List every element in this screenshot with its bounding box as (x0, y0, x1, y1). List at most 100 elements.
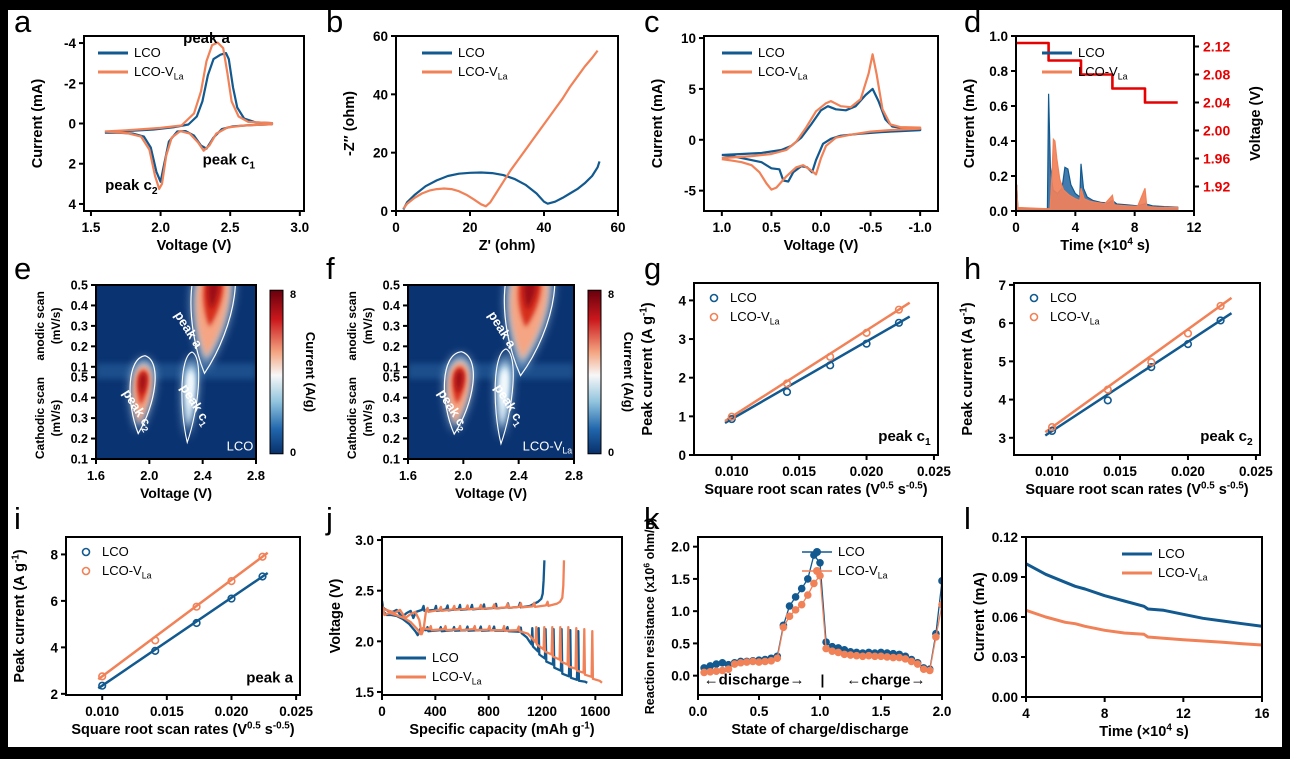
legend: LCO LCO-VLa (802, 544, 888, 580)
series-LCO (1026, 562, 1262, 628)
svg-text:1200: 1200 (527, 704, 557, 719)
svg-text:2: 2 (68, 157, 76, 172)
svg-text:LCO: LCO (1158, 546, 1185, 561)
svg-text:2: 2 (678, 371, 686, 386)
svg-text:0.025: 0.025 (279, 704, 313, 719)
svg-text:4: 4 (1022, 706, 1030, 721)
svg-text:LCO-VLa: LCO-VLa (730, 309, 780, 326)
figure-canvas: a 1.5 2.0 2.5 3.0 -4 -2 0 2 4 Voltage (V) Current (… (8, 10, 1282, 747)
svg-text:2.5: 2.5 (221, 220, 240, 235)
svg-text:0: 0 (380, 204, 388, 219)
svg-text:(mV/s): (mV/s) (361, 308, 375, 345)
series-LCO-V_{La} (1026, 608, 1262, 647)
svg-text:0.015: 0.015 (782, 464, 816, 479)
panel-j-chart: 0 400 800 1200 1600 1.5 2.0 2.5 3.0 Specific capa… (328, 533, 623, 738)
svg-text:Voltage (V): Voltage (V) (328, 579, 344, 654)
svg-text:LCO: LCO (458, 45, 485, 60)
svg-text:0.8: 0.8 (989, 64, 1008, 79)
annotations: ←discharge→ | ←charge→ (704, 672, 926, 689)
svg-text:1.5: 1.5 (872, 704, 891, 719)
series-LCO-V_{La} (1016, 137, 1179, 211)
panel-f: f peak a peak c1 peak c2 LCO-VLa 1.6 2.0 2.4 2.8… (320, 251, 638, 507)
svg-text:0.4: 0.4 (989, 134, 1008, 149)
svg-text:60: 60 (610, 220, 625, 235)
panel-l-chart: 4 8 12 16 0.00 0.03 0.06 0.09 0.12 Time (×104 s) C… (972, 530, 1270, 740)
svg-text:2.0: 2.0 (671, 540, 690, 555)
svg-text:(mV/s): (mV/s) (361, 400, 375, 437)
series-LCO fit (724, 315, 911, 424)
heatmap-body (408, 285, 574, 459)
svg-text:0.5: 0.5 (71, 279, 88, 293)
svg-text:peak a: peak a (183, 30, 230, 47)
panel-d-chart: 0 4 8 12 0.0 0.2 0.4 0.6 0.8 1.0 1.92 1.96 2.00 2.04 2… (962, 29, 1264, 254)
svg-text:Current (mA): Current (mA) (962, 79, 978, 169)
panel-letter-f: f (326, 251, 335, 286)
series-LCO-V_{La} fit (724, 301, 911, 423)
svg-text:(mV/s): (mV/s) (49, 400, 63, 437)
svg-text:0.0: 0.0 (689, 704, 708, 719)
svg-text:40: 40 (536, 220, 551, 235)
svg-text:60: 60 (373, 29, 388, 44)
colorbar: 8 0 Current (A/g) (269, 289, 318, 459)
plot-series (1044, 296, 1233, 437)
svg-text:3: 3 (678, 332, 686, 347)
svg-text:0.3: 0.3 (383, 412, 400, 426)
svg-text:0: 0 (68, 117, 76, 132)
svg-text:LCO: LCO (432, 650, 459, 665)
svg-text:Cathodic scan: Cathodic scan (345, 377, 359, 459)
panel-b: b 0 20 40 60 0 20 40 60 Z' (ohm) -Z″ (ohm) LCO LCO-V… (320, 10, 638, 257)
svg-text:0.1: 0.1 (71, 360, 88, 374)
colorbar: 8 0 Current (A/g) (587, 289, 636, 459)
svg-text:6: 6 (50, 594, 58, 609)
svg-text:(mV/s): (mV/s) (49, 308, 63, 345)
svg-text:Square root scan rates (V0.5 s: Square root scan rates (V0.5 s-0.5) (71, 720, 294, 738)
svg-text:5: 5 (688, 82, 696, 97)
svg-text:Reaction resistance (x106 ohm/: Reaction resistance (x106 ohm/g) (641, 518, 657, 714)
svg-text:Cathodic scan: Cathodic scan (33, 377, 47, 459)
svg-text:Current (A/g): Current (A/g) (621, 332, 636, 412)
svg-text:Time (×104 s): Time (×104 s) (1060, 236, 1150, 254)
svg-text:1: 1 (678, 409, 686, 424)
svg-text:Peak current (A g-1): Peak current (A g-1) (958, 302, 976, 435)
svg-text:peak c2: peak c2 (1200, 428, 1253, 448)
panel-i: i 0.010 0.015 0.020 0.025 2 4 6 8 Square root sca… (8, 501, 320, 747)
svg-text:Current (mA): Current (mA) (972, 572, 988, 662)
axes: 0.0 0.5 1.0 1.5 2.0 0.0 0.5 1.0 1.5 2.0 State of c… (641, 518, 951, 738)
series-LCO-V_{La} (382, 560, 603, 684)
axes: 0.010 0.015 0.020 0.025 0 1 2 3 4 Square root sca… (638, 282, 951, 498)
panel-letter-g: g (644, 251, 662, 286)
svg-text:0.010: 0.010 (85, 704, 119, 719)
svg-text:0.3: 0.3 (71, 319, 88, 333)
panel-letter-a: a (14, 10, 32, 39)
plot-series (1026, 562, 1262, 647)
legend: LCO LCO-VLa (422, 45, 508, 81)
panel-letter-c: c (644, 10, 660, 39)
svg-text:0.2: 0.2 (383, 432, 400, 446)
axes: 0 400 800 1200 1600 1.5 2.0 2.5 3.0 Specific capa… (328, 533, 623, 738)
series-LCO fit (1044, 312, 1233, 437)
svg-text:-2: -2 (64, 76, 76, 91)
svg-text:0.010: 0.010 (1035, 464, 1069, 479)
svg-text:0.5: 0.5 (383, 279, 400, 293)
svg-text:State of charge/discharge: State of charge/discharge (731, 722, 908, 738)
svg-text:0.3: 0.3 (71, 412, 88, 426)
svg-text:LCO-VLa: LCO-VLa (432, 669, 482, 686)
svg-text:0.6: 0.6 (989, 99, 1008, 114)
svg-text:0.5: 0.5 (671, 636, 690, 651)
svg-text:anodic scan: anodic scan (345, 291, 359, 360)
axes: 0 4 8 12 0.0 0.2 0.4 0.6 0.8 1.0 1.92 1.96 2.00 2.04 2… (962, 29, 1264, 254)
series-LCO (1016, 93, 1179, 211)
heat-blob (494, 348, 514, 446)
svg-text:2.0: 2.0 (454, 468, 472, 483)
panel-letter-l: l (964, 501, 971, 536)
svg-text:0.015: 0.015 (150, 704, 184, 719)
svg-text:Current (mA): Current (mA) (650, 79, 666, 169)
svg-text:0.03: 0.03 (992, 650, 1019, 665)
series-LCO (98, 572, 267, 690)
svg-text:Current (A/g): Current (A/g) (303, 332, 318, 412)
svg-text:2.5: 2.5 (355, 584, 374, 599)
svg-text:Voltage (V): Voltage (V) (157, 238, 232, 254)
svg-text:Voltage (V): Voltage (V) (140, 485, 212, 501)
svg-text:-Z″ (ohm): -Z″ (ohm) (342, 91, 358, 156)
